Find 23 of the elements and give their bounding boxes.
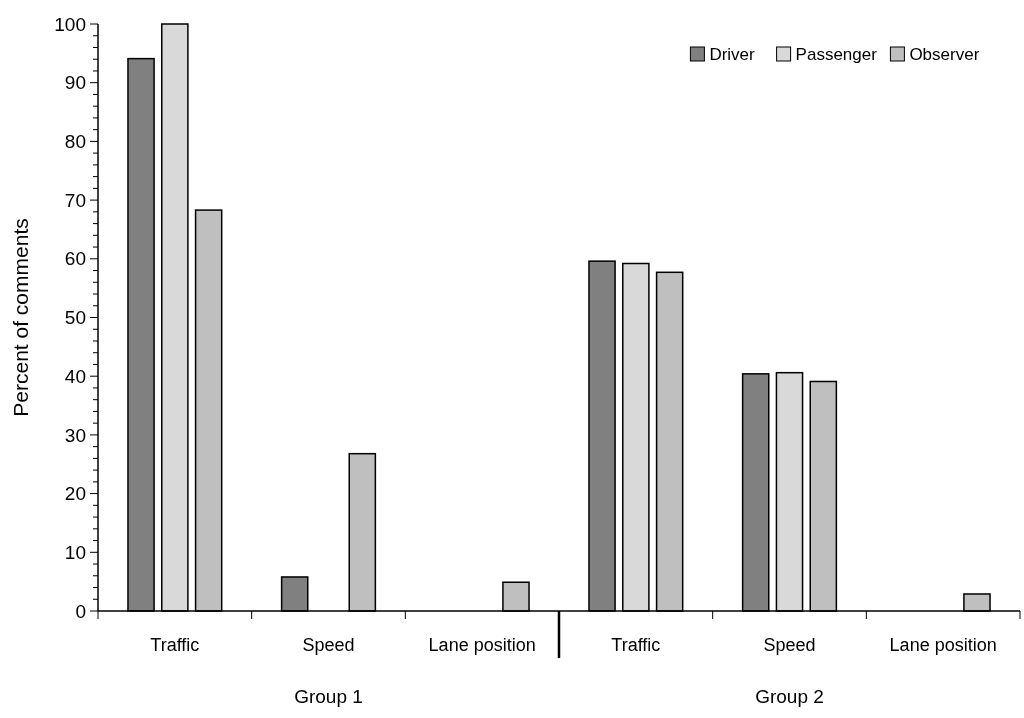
- text: Group 1: [294, 686, 363, 707]
- x-tick-label: Lane position: [889, 635, 997, 655]
- y-tick-label: 70: [64, 189, 86, 211]
- x-tick-label: Traffic: [611, 635, 661, 655]
- x-tick-label: Traffic: [150, 635, 200, 655]
- legend-label: Driver: [709, 44, 756, 64]
- y-tick-label: 40: [64, 365, 86, 387]
- y-tick-label: 20: [64, 483, 86, 505]
- y-tick-label: 100: [54, 13, 86, 35]
- y-tick-label: 50: [64, 307, 86, 329]
- x-tick-label: Lane position: [428, 635, 536, 655]
- y-tick-label: 90: [64, 72, 86, 94]
- text: Group 2: [755, 686, 824, 707]
- y-axis-title: Percent of comments: [9, 218, 32, 417]
- legend-label: Observer: [909, 44, 980, 64]
- x-tick-label: Speed: [763, 635, 816, 655]
- legend-label: Passenger: [795, 44, 878, 64]
- x-tick-label: Speed: [302, 635, 355, 655]
- y-tick-label: 0: [75, 600, 86, 622]
- y-tick-label: 80: [64, 131, 86, 153]
- y-tick-label: 30: [64, 424, 86, 446]
- y-tick-label: 60: [64, 248, 86, 270]
- y-tick-label: 10: [64, 541, 86, 563]
